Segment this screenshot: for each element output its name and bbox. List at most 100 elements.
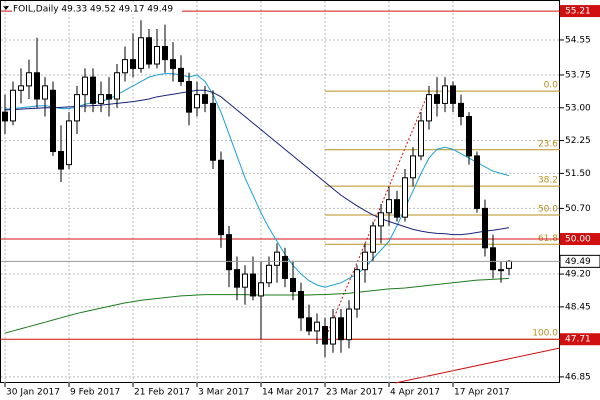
x-tick-label: 9 Feb 2017	[70, 388, 120, 398]
level-label: 50.00	[565, 235, 591, 245]
candle-body	[298, 291, 304, 319]
x-tick-label: 4 Apr 2017	[390, 388, 440, 398]
candle-body	[234, 269, 240, 288]
candle-body	[106, 94, 112, 100]
y-tick-label: 50.70	[565, 204, 591, 214]
fib-label: 100.0	[532, 329, 558, 339]
candle-body	[42, 85, 48, 100]
fib-trend	[324, 90, 430, 340]
candle-body	[370, 225, 376, 253]
candle-body	[266, 264, 272, 284]
candle-body	[314, 321, 320, 332]
candle-body	[274, 251, 280, 266]
level-box	[560, 5, 600, 18]
candle-body	[58, 151, 64, 170]
x-tick-label: 17 Apr 2017	[454, 388, 510, 398]
level-box	[560, 333, 600, 346]
candle-body	[34, 72, 40, 100]
y-tick-label: 53.75	[565, 70, 591, 80]
candle-body	[50, 89, 56, 153]
price-box	[559, 254, 600, 268]
candle-body	[258, 282, 264, 297]
candle-body	[10, 89, 16, 122]
candle-body	[202, 94, 208, 104]
candle-body	[290, 277, 296, 293]
candle-body	[482, 207, 488, 249]
price-label: 49.49	[565, 257, 591, 267]
candle-body	[66, 120, 72, 166]
candle-body	[122, 59, 128, 74]
candle-body	[322, 326, 328, 345]
level-label: 55.21	[565, 7, 591, 17]
candle-body	[146, 37, 152, 65]
candle-body	[418, 120, 424, 157]
candle-body	[18, 85, 24, 91]
candle-body	[226, 234, 232, 271]
candle-body	[178, 67, 184, 83]
x-tick-label: 30 Jan 2017	[6, 388, 60, 398]
candle-body	[506, 260, 512, 269]
fib-label: 50.0	[538, 204, 558, 214]
candle-body	[338, 317, 344, 341]
candle-body	[138, 37, 144, 69]
fib-label: 0.0	[544, 81, 559, 91]
candle-body	[170, 59, 176, 69]
y-tick-label: 46.85	[565, 372, 591, 382]
candle-body	[434, 94, 440, 104]
candle-body	[98, 94, 104, 104]
x-tick-label: 23 Mar 2017	[326, 388, 383, 398]
candle-body	[218, 159, 224, 236]
candle-body	[458, 102, 464, 118]
candle-body	[162, 46, 168, 61]
candle-body	[426, 94, 432, 122]
candle-body	[394, 199, 400, 218]
chart-title: FOIL,Daily 49.33 49.52 49.17 49.49	[13, 5, 173, 15]
candle-body	[474, 155, 480, 209]
candle-body	[114, 72, 120, 100]
candle-body	[410, 155, 416, 179]
x-tick-label: 21 Feb 2017	[134, 388, 190, 398]
candle-body	[450, 85, 456, 104]
level-box	[560, 233, 600, 246]
candle-body	[306, 317, 312, 332]
plot-frame	[0, 0, 560, 383]
y-tick-label: 51.50	[565, 169, 591, 179]
candle-body	[346, 308, 352, 341]
y-tick-label: 49.20	[565, 270, 591, 280]
candle-body	[442, 85, 448, 104]
candle-body	[2, 111, 8, 122]
candle-body	[498, 269, 504, 272]
candle-body	[466, 116, 472, 157]
candle-body	[490, 247, 496, 271]
candle-body	[26, 72, 32, 87]
x-tick-label: 14 Mar 2017	[262, 388, 319, 398]
candle-body	[186, 81, 192, 113]
candle-body	[386, 199, 392, 214]
candle-body	[354, 269, 360, 310]
y-tick-label: 53.00	[565, 103, 591, 113]
candle-body	[130, 59, 136, 69]
candle-body	[330, 317, 336, 345]
fib-label: 38.2	[538, 176, 558, 186]
candle-body	[154, 46, 160, 65]
moving-average	[4, 73, 510, 288]
candle-body	[90, 76, 96, 104]
candle-body	[210, 102, 216, 161]
y-tick-label: 52.25	[565, 136, 591, 146]
moving-average	[4, 277, 510, 334]
moving-average	[4, 89, 510, 236]
candle-body	[194, 94, 200, 109]
title-bg	[12, 2, 182, 14]
level-label: 47.71	[565, 335, 591, 345]
candle-body	[378, 212, 384, 227]
candle-body	[242, 273, 248, 288]
candle-body	[74, 94, 80, 122]
x-tick-label: 3 Mar 2017	[198, 388, 249, 398]
candle-body	[282, 256, 288, 279]
y-tick-label: 48.45	[565, 302, 591, 312]
candle-body	[402, 177, 408, 218]
candle-body	[250, 273, 256, 297]
fib-label: 23.6	[538, 139, 558, 149]
y-tick-label: 54.55	[565, 35, 591, 45]
